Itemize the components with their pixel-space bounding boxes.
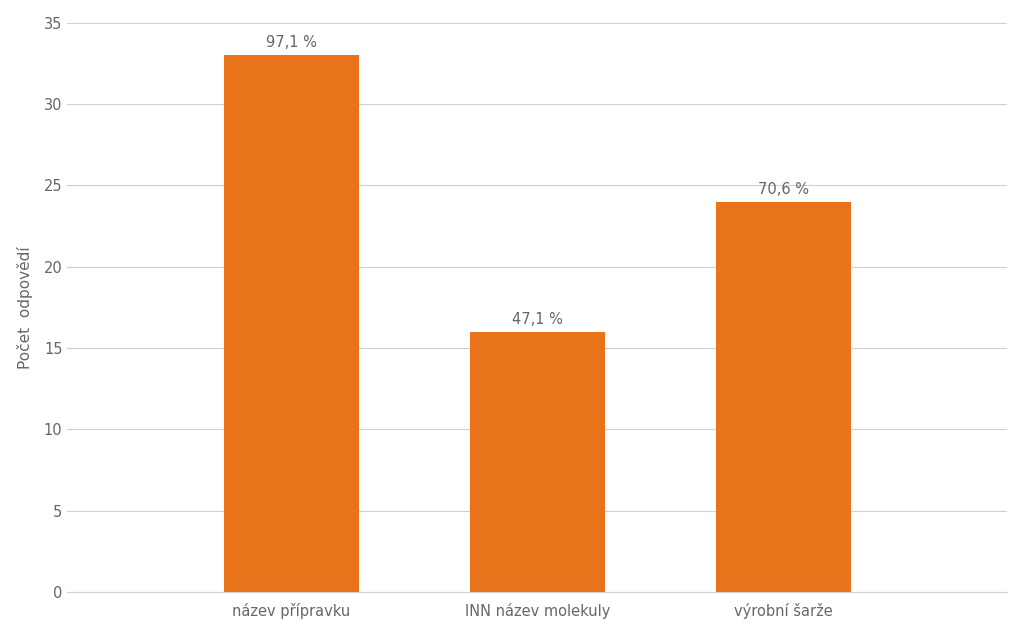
Y-axis label: Počet  odpovědí: Počet odpovědí (16, 246, 33, 369)
Text: 97,1 %: 97,1 % (266, 36, 317, 50)
Text: 70,6 %: 70,6 % (758, 182, 809, 197)
Bar (716, 202, 851, 592)
Bar (224, 55, 359, 592)
Text: 47,1 %: 47,1 % (512, 312, 563, 327)
Bar (470, 332, 605, 592)
